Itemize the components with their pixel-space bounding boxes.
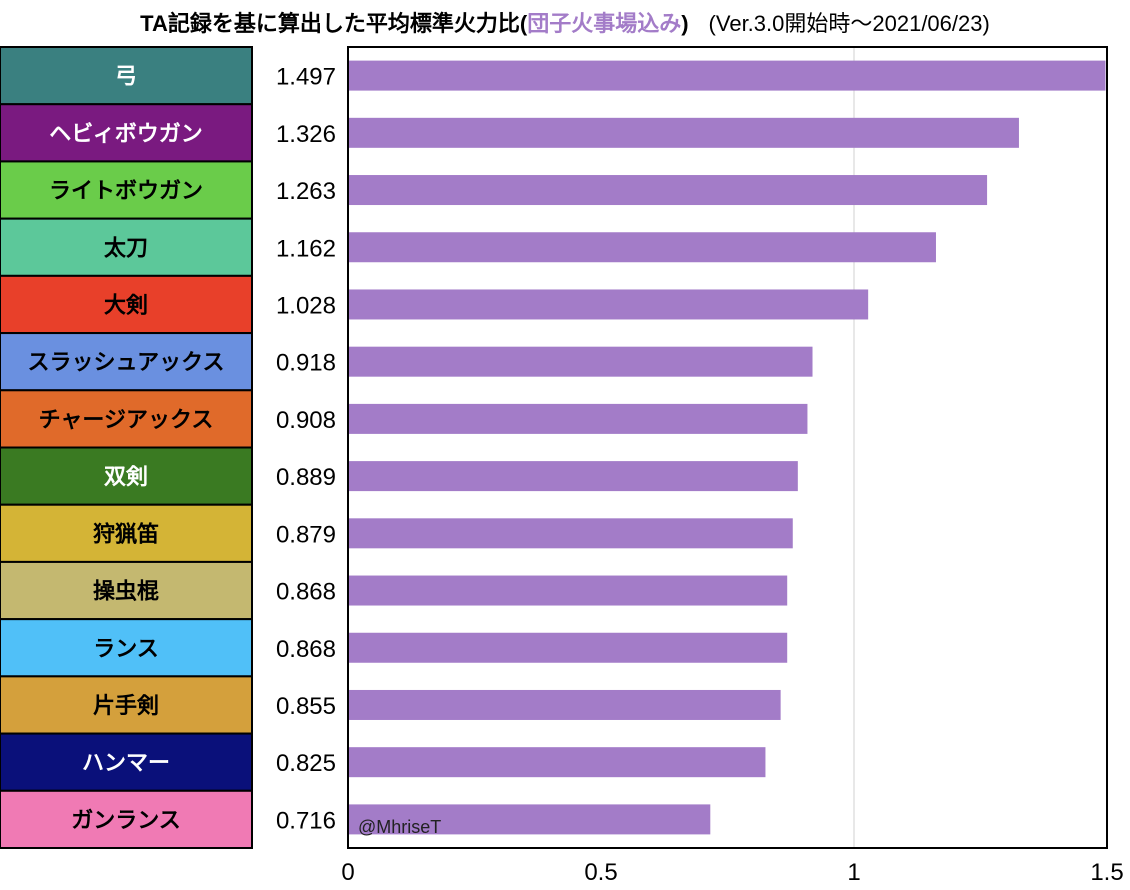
value-label: 0.918 — [276, 350, 336, 377]
watermark: @MhriseT — [358, 817, 441, 837]
bar — [348, 632, 788, 663]
value-label: 1.028 — [276, 292, 336, 319]
category-label: スラッシュアックス — [28, 350, 225, 375]
category-label: 片手剣 — [93, 693, 159, 718]
chart-title: TA記録を基に算出した平均標準火力比(団子火事場込み) (Ver.3.0開始時～2… — [0, 6, 1130, 38]
value-label: 0.825 — [276, 750, 336, 777]
category-label-cell — [0, 732, 253, 792]
title-main: TA記録を基に算出した平均標準火力比( — [140, 11, 528, 36]
bar — [348, 232, 936, 263]
category-label: 双剣 — [104, 464, 148, 489]
category-label: 狩猟笛 — [93, 521, 159, 546]
bar — [348, 461, 798, 492]
category-label-cell — [0, 446, 253, 506]
category-label-cell — [0, 675, 253, 735]
bar — [348, 117, 1019, 148]
category-label-cell — [0, 560, 253, 621]
category-label: ヘビィボウガン — [49, 121, 203, 146]
value-label: 1.263 — [276, 178, 336, 205]
category-label: 大剣 — [104, 292, 148, 317]
x-tick-label: 0.5 — [584, 859, 617, 886]
bar — [348, 346, 813, 377]
title-close: ) — [681, 11, 689, 36]
category-label-cell — [0, 789, 253, 849]
title-highlight: 団子火事場込み — [527, 11, 682, 36]
x-tick-label: 0 — [341, 859, 354, 886]
bar — [348, 747, 766, 778]
category-label-cell — [0, 332, 253, 392]
category-label: 太刀 — [104, 235, 148, 260]
value-label: 0.889 — [276, 464, 336, 491]
value-label: 0.868 — [276, 636, 336, 663]
category-label-cell — [0, 160, 253, 220]
value-label: 0.716 — [276, 807, 336, 834]
category-label: 操虫棍 — [93, 579, 159, 604]
bar — [348, 175, 988, 206]
x-tick-label: 1 — [847, 859, 860, 886]
value-label: 1.326 — [276, 121, 336, 148]
category-label: ライトボウガン — [49, 178, 203, 203]
bar — [348, 575, 788, 606]
category-label-cell — [0, 618, 253, 678]
category-label-cell — [0, 503, 253, 563]
category-label-cell — [0, 389, 253, 449]
bar — [348, 518, 793, 549]
value-label: 0.879 — [276, 521, 336, 548]
value-label: 0.908 — [276, 407, 336, 434]
value-label: 1.497 — [276, 64, 336, 91]
x-tick-label: 1.5 — [1090, 859, 1123, 886]
bar — [348, 289, 869, 320]
bar — [348, 689, 781, 720]
bar — [348, 403, 808, 434]
value-label: 0.855 — [276, 693, 336, 720]
value-label: 0.868 — [276, 579, 336, 606]
value-label: 1.162 — [276, 235, 336, 262]
bar — [348, 804, 711, 835]
category-label: 弓 — [115, 64, 137, 89]
bar — [348, 60, 1106, 91]
category-label: ガンランス — [71, 807, 181, 832]
category-label: チャージアックス — [39, 407, 214, 432]
category-label: ハンマー — [82, 750, 170, 775]
plot-frame — [347, 46, 1108, 849]
category-label: ランス — [93, 636, 159, 661]
chart-subtitle: (Ver.3.0開始時～2021/06/23) — [708, 11, 990, 36]
category-label-cell — [0, 46, 253, 106]
